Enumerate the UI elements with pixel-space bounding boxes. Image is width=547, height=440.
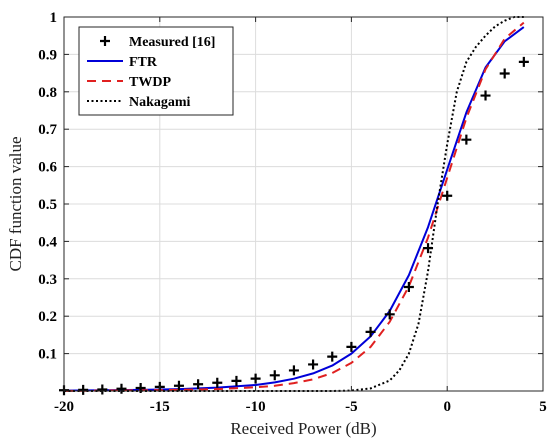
tick-labels: -20 -15 -10 -5 0 5 0.1 0.2 0.3 0.4 0.5 0.6 0.7 0.8 0.9…	[38, 10, 547, 415]
data-point	[173, 380, 184, 391]
x-axis-label: Received Power (dB)	[230, 419, 376, 438]
data-point	[480, 90, 491, 101]
y-tick-label: 0.5	[38, 197, 57, 213]
data-point	[269, 370, 280, 381]
y-tick-label: 0.9	[38, 47, 57, 63]
x-tick-label: -15	[150, 399, 170, 415]
data-point	[499, 68, 510, 79]
series-measured-16-markers	[59, 56, 529, 396]
x-tick-label: 0	[443, 399, 451, 415]
data-point	[231, 375, 242, 386]
x-tick-label: -5	[345, 399, 358, 415]
legend-label-twdp: TWDP	[129, 75, 171, 90]
y-tick-label: 0.6	[38, 160, 57, 176]
x-tick-label: -20	[54, 399, 74, 415]
data-point	[518, 56, 529, 67]
x-tick-label: -10	[246, 399, 266, 415]
data-point	[346, 341, 357, 352]
y-tick-label: 0.2	[38, 309, 57, 325]
data-point	[97, 384, 108, 395]
data-point	[327, 351, 338, 362]
data-point	[212, 377, 223, 388]
data-point	[250, 373, 261, 384]
y-tick-label: 0.4	[38, 234, 57, 250]
legend-label-ftr: FTR	[129, 55, 158, 70]
y-tick-label: 0.1	[38, 347, 57, 363]
y-axis-label: CDF function value	[6, 136, 25, 271]
legend-label-nakagami: Nakagami	[129, 95, 191, 110]
data-point	[403, 282, 414, 293]
axis-ticks	[63, 16, 544, 391]
y-tick-label: 1	[50, 10, 58, 26]
data-point	[423, 243, 434, 254]
data-point	[288, 365, 299, 376]
legend-label-measured-16: Measured [16]	[129, 35, 215, 50]
y-tick-label: 0.7	[38, 122, 57, 138]
legend: Measured [16] FTR TWDP Nakagami	[78, 26, 234, 116]
grid-lines	[63, 16, 544, 391]
data-point	[308, 359, 319, 370]
legend-symbol-measured-16	[100, 36, 110, 46]
data-point	[78, 384, 89, 395]
data-point	[116, 383, 127, 394]
data-point	[365, 326, 376, 337]
data-point	[384, 309, 395, 320]
data-point	[442, 190, 453, 201]
y-tick-label: 0.8	[38, 85, 57, 101]
data-point	[193, 379, 204, 390]
x-tick-label: 5	[539, 399, 547, 415]
data-point	[461, 134, 472, 145]
y-tick-label: 0.3	[38, 272, 57, 288]
series-twdp-line	[63, 21, 525, 392]
